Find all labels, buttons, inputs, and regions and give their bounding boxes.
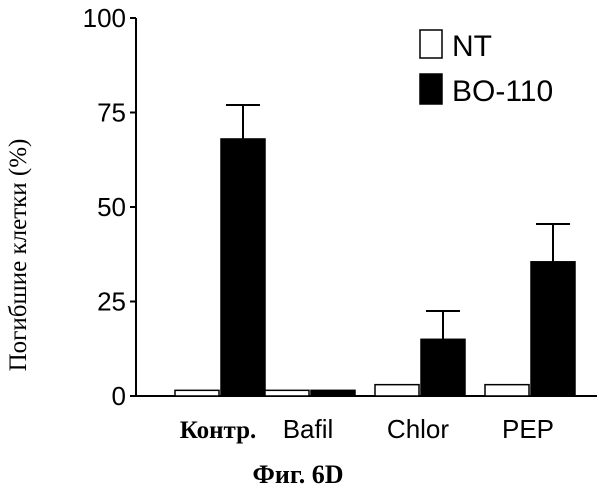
y-tick-label-2: 50: [97, 192, 126, 222]
y-tick-label-4: 100: [83, 3, 126, 33]
axes: 0 25 50 75 100: [83, 3, 597, 411]
legend-label-bo110: BO-110: [452, 75, 553, 108]
category-label-0: Контр.: [180, 417, 257, 444]
bar-bo110-3: [531, 262, 575, 396]
category-label-3: PEP: [502, 414, 554, 444]
category-label-1: Bafil: [283, 414, 334, 444]
labels: Контр. Bafil Chlor PEP: [180, 414, 554, 444]
figure-caption: Фиг. 6D: [253, 460, 344, 489]
bar-bo110-1: [311, 390, 355, 396]
bar-nt-2: [375, 385, 419, 396]
y-tick-label-3: 75: [97, 98, 126, 128]
category-label-2: Chlor: [387, 414, 449, 444]
legend-label-nt: NT: [452, 30, 492, 63]
bar-bo110-2: [421, 339, 465, 396]
legend-swatch-nt: [420, 30, 442, 58]
bar-nt-1: [265, 390, 309, 396]
y-tick-label-0: 0: [112, 381, 126, 411]
bar-bo110-0: [221, 139, 265, 396]
bars: [175, 105, 575, 396]
y-axis-title: Погибшие клетки (%): [5, 139, 32, 372]
bar-nt-3: [485, 385, 529, 396]
bar-nt-0: [175, 390, 219, 396]
legend-swatch-bo110: [420, 74, 442, 104]
legend: NT BO-110: [420, 30, 553, 108]
y-tick-label-1: 25: [97, 287, 126, 317]
